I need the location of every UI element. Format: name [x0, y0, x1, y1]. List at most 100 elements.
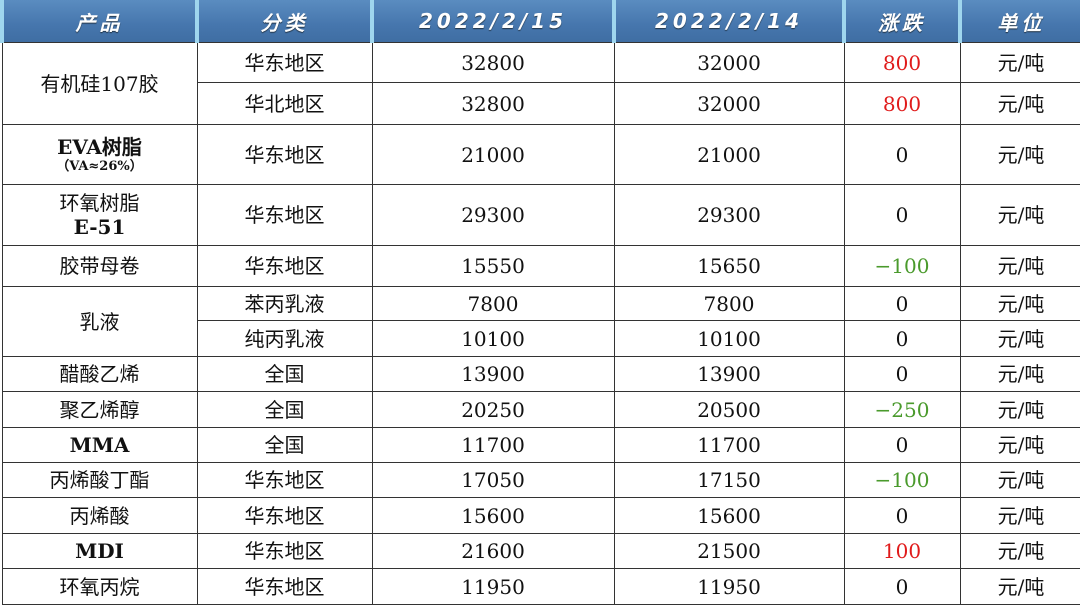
- product-cell: 乳液: [1, 286, 198, 357]
- product-cell: 环氧丙烷: [1, 568, 198, 605]
- table-row: EVA树脂 （VA≈26%） 华东地区 21000 21000 0 元/吨: [1, 124, 1080, 185]
- region-cell: 华东地区: [196, 184, 373, 246]
- change-cell: 800: [843, 42, 961, 83]
- price-current-cell: 20250: [371, 391, 615, 428]
- table-body: 有机硅107胶 华东地区 32800 32000 800 元/吨 华北地区 32800 3200…: [1, 42, 1080, 605]
- product-name: 乳液: [79, 309, 120, 334]
- product-cell: 有机硅107胶: [1, 42, 198, 125]
- price-current-cell: 29300: [371, 184, 615, 246]
- change-cell: 100: [843, 533, 961, 569]
- price-current-cell: 11700: [371, 427, 615, 463]
- change-cell: 0: [843, 427, 961, 463]
- change-cell: 0: [843, 124, 961, 185]
- product-name: EVA树脂: [57, 134, 142, 159]
- product-name: 胶带母卷: [59, 254, 140, 278]
- table-row: 丙烯酸丁酯 华东地区 17050 17150 −100 元/吨: [1, 462, 1080, 498]
- unit-cell: 元/吨: [959, 497, 1080, 534]
- table-row: 有机硅107胶 华东地区 32800 32000 800 元/吨: [1, 42, 1080, 125]
- region-cell: 华北地区: [196, 82, 373, 125]
- header-change: 涨跌: [842, 0, 962, 43]
- price-current-cell: 32800: [371, 42, 615, 83]
- region-cell: 华东地区: [196, 124, 373, 185]
- unit-cell: 元/吨: [959, 568, 1080, 605]
- unit-cell: 元/吨: [959, 184, 1080, 246]
- product-name: MMA: [69, 433, 130, 457]
- product-name: 丙烯酸: [69, 503, 130, 528]
- product-cell: 丙烯酸丁酯: [1, 462, 198, 498]
- product-cell: EVA树脂 （VA≈26%）: [1, 124, 198, 185]
- header-unit: 单位: [958, 0, 1080, 43]
- product-cell: MMA: [1, 427, 198, 463]
- product-name: 环氧树脂: [59, 191, 140, 215]
- table-row: MDI 华东地区 21600 21500 100 元/吨: [1, 533, 1080, 569]
- price-current-cell: 15550: [371, 245, 615, 287]
- product-name: MDI: [75, 539, 124, 563]
- unit-cell: 元/吨: [959, 42, 1080, 83]
- product-cell: MDI: [1, 533, 198, 569]
- region-cell: 华东地区: [196, 533, 373, 569]
- unit-cell: 元/吨: [959, 356, 1080, 392]
- unit-cell: 元/吨: [959, 124, 1080, 185]
- product-name: 有机硅107胶: [40, 71, 159, 96]
- header-row: 产品 分类 2022/2/15 2022/2/14 涨跌 单位: [0, 0, 1080, 43]
- unit-cell: 元/吨: [959, 533, 1080, 569]
- product-name: 聚乙烯醇: [59, 397, 140, 422]
- change-cell: −250: [843, 391, 961, 428]
- region-cell: 全国: [196, 356, 373, 392]
- product-subtitle: （VA≈26%）: [56, 158, 143, 174]
- product-name: 环氧丙烷: [59, 574, 140, 599]
- price-previous-cell: 15650: [613, 245, 845, 287]
- change-cell: 0: [843, 286, 961, 321]
- price-current-cell: 13900: [371, 356, 615, 392]
- price-previous-cell: 15600: [613, 497, 845, 534]
- unit-cell: 元/吨: [959, 427, 1080, 463]
- price-current-cell: 15600: [371, 497, 615, 534]
- region-cell: 苯丙乳液: [196, 286, 373, 321]
- price-previous-cell: 13900: [613, 356, 845, 392]
- price-current-cell: 17050: [371, 462, 615, 498]
- table-row: MMA 全国 11700 11700 0 元/吨: [1, 427, 1080, 463]
- price-current-cell: 7800: [371, 286, 615, 321]
- table-row: 乳液 苯丙乳液 7800 7800 0 元/吨: [1, 286, 1080, 357]
- product-cell: 环氧树脂 E-51: [1, 184, 198, 246]
- region-cell: 华东地区: [196, 245, 373, 287]
- header-date-previous: 2022/2/14: [612, 0, 846, 43]
- unit-cell: 元/吨: [959, 82, 1080, 125]
- price-previous-cell: 10100: [613, 320, 845, 357]
- product-name: 醋酸乙烯: [59, 362, 140, 386]
- table-row: 丙烯酸 华东地区 15600 15600 0 元/吨: [1, 497, 1080, 534]
- unit-cell: 元/吨: [959, 286, 1080, 321]
- price-previous-cell: 7800: [613, 286, 845, 321]
- price-current-cell: 10100: [371, 320, 615, 357]
- product-cell: 醋酸乙烯: [1, 356, 198, 392]
- price-previous-cell: 29300: [613, 184, 845, 246]
- change-cell: −100: [843, 245, 961, 287]
- unit-cell: 元/吨: [959, 245, 1080, 287]
- region-cell: 纯丙乳液: [196, 320, 373, 357]
- unit-cell: 元/吨: [959, 462, 1080, 498]
- table-row: 纯丙乳液 10100 10100 0 元/吨: [2, 320, 1080, 357]
- region-cell: 全国: [196, 427, 373, 463]
- table-row: 环氧树脂 E-51 华东地区 29300 29300 0 元/吨: [1, 184, 1080, 246]
- header-date-current: 2022/2/15: [370, 0, 616, 43]
- header-product: 产品: [0, 0, 199, 43]
- product-cell: 丙烯酸: [1, 497, 198, 534]
- table-row: 环氧丙烷 华东地区 11950 11950 0 元/吨: [1, 568, 1080, 605]
- price-previous-cell: 11700: [613, 427, 845, 463]
- price-previous-cell: 32000: [613, 82, 845, 125]
- price-current-cell: 11950: [371, 568, 615, 605]
- product-name: 丙烯酸丁酯: [49, 468, 150, 492]
- change-cell: 0: [843, 320, 961, 357]
- product-cell: 胶带母卷: [1, 245, 198, 287]
- region-cell: 华东地区: [196, 568, 373, 605]
- region-cell: 华东地区: [196, 462, 373, 498]
- table-row: 胶带母卷 华东地区 15550 15650 −100 元/吨: [1, 245, 1080, 287]
- price-previous-cell: 17150: [613, 462, 845, 498]
- table-row: 聚乙烯醇 全国 20250 20500 −250 元/吨: [1, 391, 1080, 428]
- price-previous-cell: 20500: [613, 391, 845, 428]
- price-current-cell: 21000: [371, 124, 615, 185]
- unit-cell: 元/吨: [959, 320, 1080, 357]
- change-cell: 0: [843, 497, 961, 534]
- price-previous-cell: 21500: [613, 533, 845, 569]
